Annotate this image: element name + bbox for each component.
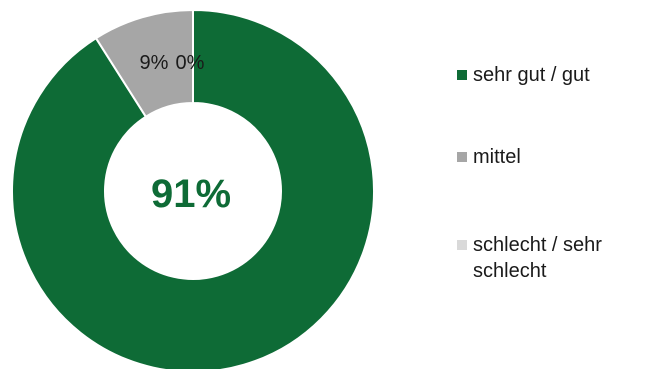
data-label-3: 0% (176, 52, 205, 74)
slice-2 (94, 8, 194, 119)
center-value-label: 91% (151, 172, 231, 216)
legend-label-mittel: mittel (473, 146, 521, 168)
legend-item-mittel: mittel (457, 144, 650, 170)
slice-1 (11, 8, 375, 369)
legend-swatch-sehr-gut (457, 70, 467, 80)
legend-item-sehr-gut: sehr gut / gut (457, 62, 650, 88)
legend-swatch-mittel (457, 152, 467, 162)
legend-label-sehr-gut: sehr gut / gut (473, 64, 590, 86)
legend-item-schlecht: schlecht / sehr schlecht (457, 232, 650, 284)
legend-label-schlecht: schlecht / sehr schlecht (473, 234, 602, 282)
donut-slices (11, 8, 375, 369)
legend-swatch-schlecht (457, 240, 467, 250)
slice-data-labels: 9% 0% (140, 52, 205, 74)
data-label-2: 9% (140, 52, 169, 74)
